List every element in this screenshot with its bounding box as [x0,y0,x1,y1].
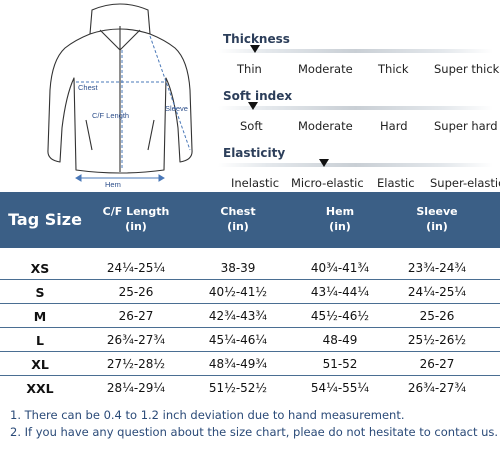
attribute-option: Thick [378,62,409,76]
sleeve-cell: 25-26 [419,309,455,323]
attribute-option: Micro-elastic [291,176,364,190]
note-line: 2. If you have any question about the si… [10,425,499,439]
column-unit: (in) [426,220,448,233]
size-table-header: Tag Size C/F Length (in) Chest (in) Hem … [0,192,500,248]
column-header-hem: Hem (in) [295,204,385,234]
cf-length-cell: 26¾-27¾ [106,333,166,347]
column-name: Sleeve [416,205,458,218]
size-cell: S [35,285,45,300]
column-header-sleeve: Sleeve (in) [392,204,482,234]
column-name: Chest [220,205,256,218]
hem-label: Hem [105,180,121,189]
hem-cell: 54¼-55¼ [310,381,370,395]
table-row: XXL 28¼-29¼ 51½-52½ 54¼-55¼ 26¾-27¾ [0,376,500,400]
product-attributes-section: Chest C/F Length Sleeve Hem Thickness Th… [0,0,500,192]
cf-length-cell: 28¼-29¼ [106,381,166,395]
size-cell: XXL [26,381,54,396]
attribute-soft-index: Soft index Soft Moderate Hard Super hard [218,85,500,142]
attribute-option: Thin [237,62,262,76]
column-unit: (in) [329,220,351,233]
selected-marker-icon [319,159,329,167]
attribute-option: Hard [380,119,408,133]
cf-length-cell: 25-26 [118,285,154,299]
hem-cell: 48-49 [322,333,358,347]
attribute-title: Thickness [223,32,290,46]
table-row: M 26-27 42¾-43¾ 45½-46½ 25-26 [0,304,500,328]
jacket-outline-icon: Chest C/F Length Sleeve Hem [47,3,193,189]
chest-cell: 45¼-46¼ [208,333,268,347]
table-row: L 26¾-27¾ 45¼-46¼ 48-49 25½-26½ [0,328,500,352]
size-cell: L [36,333,44,348]
cf-length-cell: 24¼-25¼ [106,261,166,275]
sleeve-cell: 25½-26½ [407,333,467,347]
cf-length-cell: 27½-28½ [106,357,166,371]
column-name: C/F Length [102,205,170,218]
attribute-scale-bar [218,163,493,167]
column-unit: (in) [227,220,249,233]
hem-cell: 45½-46½ [310,309,370,323]
attribute-option: Moderate [298,119,353,133]
sleeve-cell: 23¾-24¾ [407,261,467,275]
hem-cell: 43¼-44¼ [310,285,370,299]
sleeve-cell: 26¾-27¾ [407,381,467,395]
chest-cell: 40½-41½ [208,285,268,299]
attribute-elasticity: Elasticity Inelastic Micro-elastic Elast… [218,142,500,199]
column-header-chest: Chest (in) [193,204,283,234]
attribute-scale-bar [218,106,493,110]
attribute-scales: Thickness Thin Moderate Thick Super thic… [218,28,500,199]
attribute-options: Inelastic Micro-elastic Elastic Super-el… [218,176,500,192]
table-row: XL 27½-28½ 48¾-49¾ 51-52 26-27 [0,352,500,376]
attribute-scale-bar [218,49,493,53]
table-row: XS 24¼-25¼ 38-39 40¾-41¾ 23¾-24¾ [0,256,500,280]
size-chart-notes: 1. There can be 0.4 to 1.2 inch deviatio… [10,407,500,441]
note-line: 1. There can be 0.4 to 1.2 inch deviatio… [10,408,405,422]
hem-cell: 51-52 [322,357,358,371]
attribute-title: Soft index [223,89,293,103]
attribute-option: Soft [240,119,263,133]
cf-length-label: C/F Length [92,111,129,120]
selected-marker-icon [248,102,258,110]
attribute-option: Super thick [434,62,500,76]
attribute-option: Super-elastic [430,176,500,190]
attribute-option: Inelastic [231,176,280,190]
attribute-option: Moderate [298,62,353,76]
column-header-cf-length: C/F Length (in) [91,204,181,234]
column-unit: (in) [125,220,147,233]
tag-size-header: Tag Size [8,210,82,229]
attribute-options: Soft Moderate Hard Super hard [218,119,500,135]
attribute-option: Super hard [434,119,498,133]
chest-label: Chest [78,83,99,92]
sleeve-cell: 24¼-25¼ [407,285,467,299]
table-row: S 25-26 40½-41½ 43¼-44¼ 24¼-25¼ [0,280,500,304]
attribute-option: Elastic [377,176,415,190]
chest-cell: 48¾-49¾ [208,357,268,371]
size-cell: M [33,309,47,324]
selected-marker-icon [250,45,260,53]
chest-cell: 38-39 [220,261,256,275]
column-name: Hem [325,205,355,218]
cf-length-cell: 26-27 [118,309,154,323]
sleeve-label: Sleeve [165,104,188,113]
size-cell: XL [31,357,49,372]
hem-cell: 40¾-41¾ [310,261,370,275]
attribute-thickness: Thickness Thin Moderate Thick Super thic… [218,28,500,85]
attribute-options: Thin Moderate Thick Super thick [218,62,500,78]
size-cell: XS [30,261,50,276]
chest-cell: 51½-52½ [208,381,268,395]
attribute-title: Elasticity [223,146,286,160]
sleeve-cell: 26-27 [419,357,455,371]
size-table-body: XS 24¼-25¼ 38-39 40¾-41¾ 23¾-24¾ S 25-26… [0,256,500,400]
chest-cell: 42¾-43¾ [208,309,268,323]
jacket-measurement-diagram: Chest C/F Length Sleeve Hem [30,0,210,190]
